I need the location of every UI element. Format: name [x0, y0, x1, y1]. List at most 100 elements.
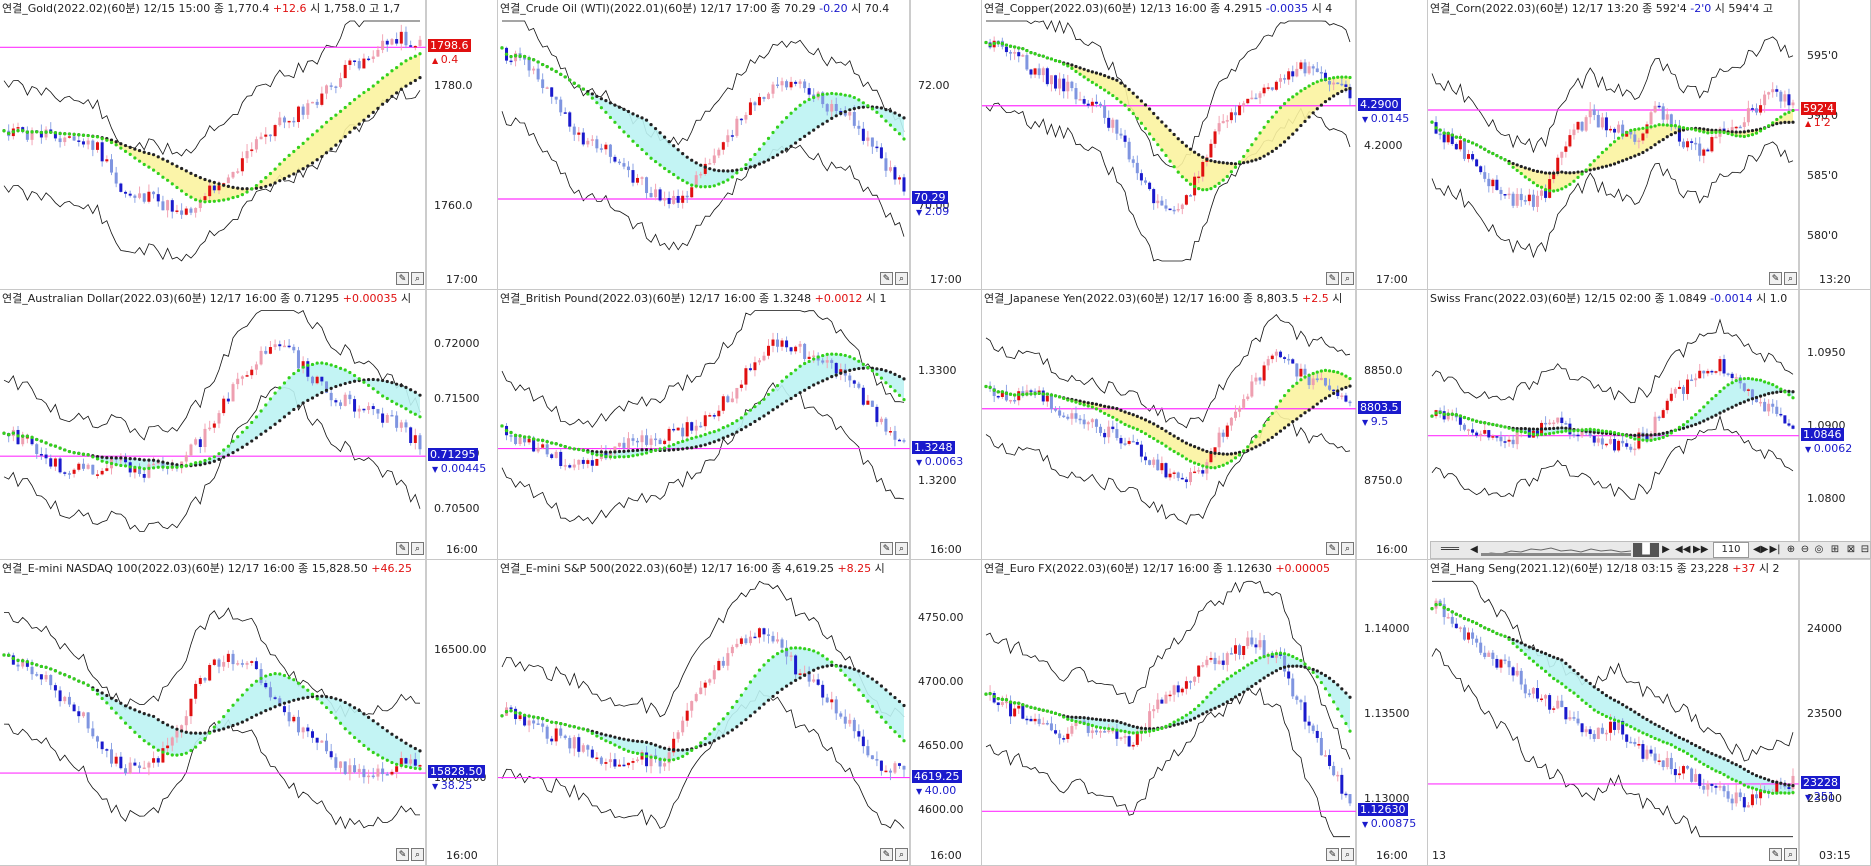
- ma-fast-point: [1438, 410, 1442, 415]
- zoom-out-icon[interactable]: ⊖: [1800, 544, 1810, 555]
- edit-chart-icon[interactable]: ✎: [880, 542, 893, 555]
- candle: [830, 103, 834, 112]
- chart-panel-corn[interactable]: 연결_Corn(2022.03)(60분) 12/17 13:20 종 592'…: [1428, 0, 1871, 290]
- price-chart[interactable]: [982, 290, 1428, 560]
- price-change-label: ▼ 38.25: [432, 779, 472, 793]
- ma-fast-point: [1556, 430, 1560, 434]
- close-layout-icon[interactable]: ⊟: [1860, 544, 1870, 555]
- ma-slow-point: [1665, 135, 1669, 139]
- candle: [996, 395, 1000, 398]
- chart-navigator[interactable]: ═══ ◀ ▐▌ ▶ ◀◀ ▶▶ 110 ◀▶ ▶| ⊕ ⊖ ◎ ⊞ ⊠ ⊟: [1430, 541, 1871, 559]
- scroll-left-icon[interactable]: ◀: [1470, 544, 1478, 555]
- layout-split-icon[interactable]: ⊠: [1846, 544, 1856, 555]
- price-chart[interactable]: [1428, 560, 1871, 866]
- ma-fast-point: [821, 354, 825, 358]
- price-chart[interactable]: [1428, 290, 1871, 560]
- go-end-icon[interactable]: ▶|: [1769, 544, 1781, 555]
- ma-slow-point: [1078, 715, 1082, 720]
- ma-slow-point: [217, 182, 221, 186]
- candle: [212, 659, 216, 665]
- price-chart[interactable]: [0, 290, 498, 560]
- ma-fast-point: [49, 130, 53, 134]
- zoom-search-icon[interactable]: ⌕: [1341, 272, 1354, 285]
- chart-panel-jpy[interactable]: 연결_Japanese Yen(2022.03)(60분) 12/17 16:0…: [982, 290, 1428, 560]
- price-chart[interactable]: [1428, 0, 1871, 290]
- chart-panel-chf[interactable]: Swiss Franc(2022.03)(60분) 12/15 02:00 종 …: [1428, 290, 1871, 560]
- bar-count-input[interactable]: 110: [1713, 542, 1749, 558]
- zoom-search-icon[interactable]: ⌕: [411, 848, 424, 861]
- price-chart[interactable]: [498, 560, 982, 866]
- candle: [884, 770, 888, 773]
- ma-slow-point: [1336, 683, 1340, 687]
- ma-fast-point: [568, 724, 572, 728]
- edit-chart-icon[interactable]: ✎: [1326, 848, 1339, 861]
- scroll-right-icon[interactable]: ▶: [1662, 544, 1670, 555]
- zoom-search-icon[interactable]: ⌕: [1784, 848, 1797, 861]
- edit-chart-icon[interactable]: ✎: [1769, 848, 1782, 861]
- edit-chart-icon[interactable]: ✎: [396, 848, 409, 861]
- ma-slow-point: [329, 147, 333, 151]
- price-chart[interactable]: [498, 0, 982, 290]
- navigator-thumb[interactable]: ▐▌: [1633, 543, 1659, 557]
- chart-panel-aud[interactable]: 연결_Australian Dollar(2022.03)(60분) 12/17…: [0, 290, 498, 560]
- candle: [1527, 693, 1531, 695]
- ma-fast-point: [58, 671, 62, 675]
- fast-forward-icon[interactable]: ▶▶: [1693, 544, 1709, 555]
- zoom-search-icon[interactable]: ⌕: [411, 272, 424, 285]
- edit-chart-icon[interactable]: ✎: [880, 272, 893, 285]
- zoom-in-icon[interactable]: ⊕: [1786, 544, 1796, 555]
- candle: [1115, 119, 1119, 134]
- price-chart[interactable]: [982, 0, 1428, 290]
- ma-fast-point: [681, 439, 685, 443]
- navigator-grip[interactable]: ═══: [1440, 544, 1460, 555]
- candle: [381, 768, 385, 775]
- chart-panel-hangseng[interactable]: 연결_Hang Seng(2021.12)(60분) 12/18 03:15 종…: [1428, 560, 1871, 866]
- ma-fast-point: [1479, 420, 1483, 424]
- chart-panel-copper[interactable]: 연결_Copper(2022.03)(60분) 12/13 16:00 종 4.…: [982, 0, 1428, 290]
- price-chart[interactable]: [0, 560, 498, 866]
- zoom-search-icon[interactable]: ⌕: [895, 542, 908, 555]
- zoom-search-icon[interactable]: ⌕: [1341, 542, 1354, 555]
- candle: [1759, 105, 1763, 113]
- candle: [1714, 785, 1718, 788]
- ma-fast-point: [604, 739, 608, 743]
- edit-chart-icon[interactable]: ✎: [396, 542, 409, 555]
- reset-zoom-icon[interactable]: ◎: [1814, 544, 1824, 555]
- ma-fast-point: [1192, 184, 1197, 189]
- chart-panel-eurofx[interactable]: 연결_Euro FX(2022.03)(60분) 12/17 16:00 종 1…: [982, 560, 1428, 866]
- candle: [816, 679, 820, 685]
- zoom-search-icon[interactable]: ⌕: [1784, 272, 1797, 285]
- ma-fast-point: [500, 424, 504, 428]
- chart-panel-sp500[interactable]: 연결_E-mini S&P 500(2022.03)(60분) 12/17 16…: [498, 560, 982, 866]
- ma-cloud: [986, 370, 1350, 468]
- edit-chart-icon[interactable]: ✎: [1326, 542, 1339, 555]
- chart-panel-nasdaq[interactable]: 연결_E-mini NASDAQ 100(2022.03)(60분) 12/17…: [0, 560, 498, 866]
- navigator-overview[interactable]: [1481, 544, 1631, 556]
- chart-panel-crude[interactable]: 연결_Crude Oil (WTI)(2022.01)(60분) 12/17 1…: [498, 0, 982, 290]
- edit-chart-icon[interactable]: ✎: [1769, 272, 1782, 285]
- edit-chart-icon[interactable]: ✎: [880, 848, 893, 861]
- zoom-search-icon[interactable]: ⌕: [1341, 848, 1354, 861]
- candle: [1119, 133, 1123, 136]
- zoom-search-icon[interactable]: ⌕: [895, 848, 908, 861]
- price-chart[interactable]: [0, 0, 498, 290]
- ma-slow-point: [278, 703, 282, 707]
- chart-title: 연결_E-mini S&P 500(2022.03)(60분) 12/17 16…: [500, 562, 885, 576]
- edit-chart-icon[interactable]: ✎: [396, 272, 409, 285]
- price-chart[interactable]: [498, 290, 982, 560]
- price-chart[interactable]: [982, 560, 1428, 866]
- rewind-icon[interactable]: ◀◀: [1675, 544, 1691, 555]
- chart-panel-gold[interactable]: 연결_Gold(2022.02)(60분) 12/15 15:00 종 1,77…: [0, 0, 498, 290]
- candle: [1184, 479, 1188, 483]
- edit-chart-icon[interactable]: ✎: [1326, 272, 1339, 285]
- ma-fast-point: [395, 65, 399, 70]
- ma-fast-point: [1172, 449, 1176, 454]
- zoom-search-icon[interactable]: ⌕: [895, 272, 908, 285]
- chart-panel-gbp[interactable]: 연결_British Pound(2022.03)(60분) 12/17 16:…: [498, 290, 982, 560]
- ma-fast-point: [1746, 376, 1750, 381]
- layout-grid-icon[interactable]: ⊞: [1830, 544, 1840, 555]
- go-start-icon[interactable]: ◀▶: [1753, 544, 1769, 555]
- candle: [1560, 417, 1564, 424]
- candle: [147, 762, 151, 768]
- zoom-search-icon[interactable]: ⌕: [411, 542, 424, 555]
